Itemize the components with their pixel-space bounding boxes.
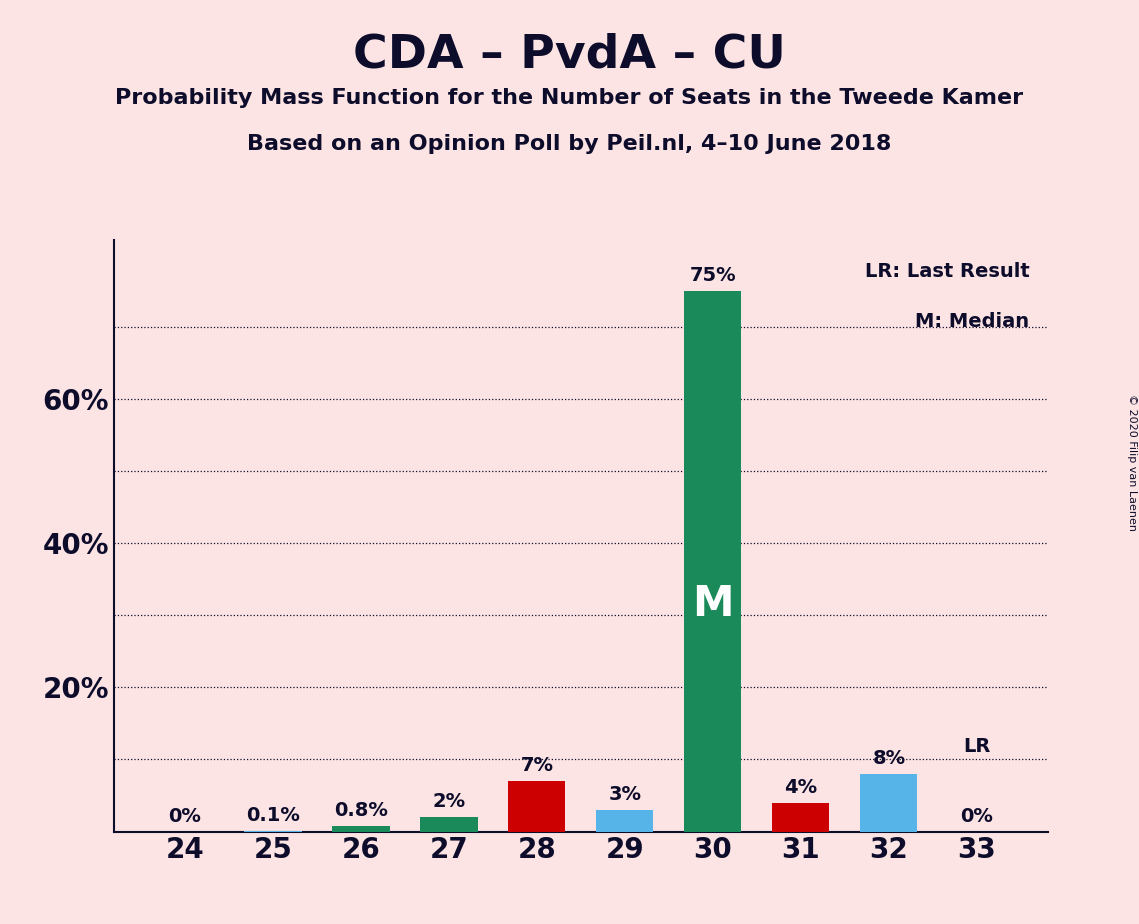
Text: © 2020 Filip van Laenen: © 2020 Filip van Laenen: [1126, 394, 1137, 530]
Bar: [597, 810, 654, 832]
Text: Based on an Opinion Poll by Peil.nl, 4–10 June 2018: Based on an Opinion Poll by Peil.nl, 4–1…: [247, 134, 892, 154]
Text: 75%: 75%: [689, 266, 736, 285]
Text: 0.1%: 0.1%: [246, 806, 300, 825]
Text: 8%: 8%: [872, 749, 906, 768]
Text: 4%: 4%: [785, 778, 818, 797]
Text: 0%: 0%: [960, 807, 993, 826]
Text: M: M: [693, 583, 734, 626]
Text: 2%: 2%: [433, 793, 466, 811]
Text: CDA – PvdA – CU: CDA – PvdA – CU: [353, 32, 786, 78]
Text: 0.8%: 0.8%: [334, 801, 388, 821]
Text: 3%: 3%: [608, 785, 641, 804]
Text: Probability Mass Function for the Number of Seats in the Tweede Kamer: Probability Mass Function for the Number…: [115, 88, 1024, 108]
Bar: [508, 781, 565, 832]
Bar: [772, 803, 829, 832]
Text: LR: Last Result: LR: Last Result: [865, 261, 1030, 281]
Bar: [685, 291, 741, 832]
Text: M: Median: M: Median: [916, 312, 1030, 332]
Text: 7%: 7%: [521, 757, 554, 775]
Bar: [860, 774, 917, 832]
Bar: [420, 817, 477, 832]
Text: LR: LR: [964, 736, 991, 756]
Text: 0%: 0%: [169, 807, 202, 826]
Bar: [333, 826, 390, 832]
